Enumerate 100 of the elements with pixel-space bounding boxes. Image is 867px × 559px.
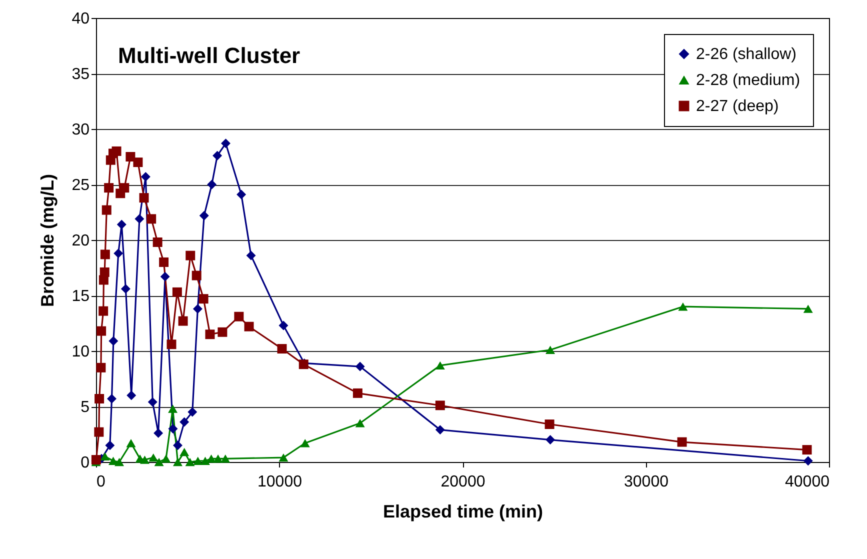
point	[96, 362, 106, 372]
y-tick-label: 25	[72, 177, 90, 194]
point	[159, 257, 169, 267]
point	[546, 435, 556, 445]
point	[352, 388, 362, 398]
point	[133, 158, 143, 168]
y-tick-label: 0	[80, 454, 90, 472]
point	[244, 322, 254, 332]
point	[140, 172, 150, 182]
point	[98, 306, 108, 316]
point	[146, 214, 156, 224]
point	[148, 397, 158, 407]
y-axis-title: Bromide (mg/L)	[38, 174, 58, 307]
point	[198, 294, 208, 304]
point	[234, 312, 244, 322]
y-tick-label: 20	[72, 232, 90, 250]
point	[278, 320, 288, 330]
text: Multi-well Cluster	[118, 43, 301, 68]
point	[180, 448, 190, 456]
point	[120, 183, 130, 193]
point	[100, 250, 110, 260]
point	[94, 427, 104, 437]
point	[220, 454, 230, 463]
point	[803, 456, 813, 466]
point	[193, 456, 203, 465]
point	[172, 458, 182, 466]
point	[114, 248, 124, 258]
point	[199, 210, 209, 220]
point	[107, 394, 117, 404]
point	[277, 344, 287, 354]
point	[677, 437, 687, 447]
point	[300, 439, 310, 448]
point	[206, 454, 216, 463]
point	[355, 362, 365, 372]
point	[213, 454, 223, 463]
point	[218, 327, 228, 337]
y-tick-label: 5	[80, 399, 90, 416]
point	[148, 453, 158, 462]
point	[126, 390, 136, 400]
x-tick-label: 10000	[258, 474, 302, 490]
x-axis-title: Elapsed time (min)	[382, 502, 544, 522]
point	[112, 146, 122, 156]
y-tick-label: 35	[72, 66, 90, 83]
point	[207, 180, 217, 190]
point	[100, 267, 110, 277]
point	[186, 250, 196, 260]
point	[105, 440, 115, 450]
point	[435, 361, 445, 370]
point	[205, 330, 215, 340]
point	[544, 420, 554, 430]
point	[134, 214, 144, 224]
point	[355, 419, 365, 428]
x-tick-label: 20000	[440, 474, 486, 490]
x-tick-label: 40000	[785, 474, 830, 490]
point	[126, 152, 136, 162]
point	[108, 456, 118, 465]
point	[678, 302, 688, 311]
point	[178, 316, 188, 326]
point	[120, 284, 130, 294]
point	[154, 428, 164, 438]
point	[435, 425, 445, 435]
y-tick-label: 15	[72, 288, 90, 305]
point	[154, 458, 164, 466]
point	[168, 424, 178, 434]
point	[104, 183, 114, 193]
point	[546, 346, 556, 354]
point	[803, 304, 813, 313]
point	[802, 445, 812, 455]
legend-label: 2-26 (shallow)	[696, 46, 796, 63]
y-tick-label: 10	[72, 344, 90, 360]
point	[166, 340, 176, 350]
y-tick-label: 40	[72, 10, 90, 28]
point	[126, 439, 136, 448]
x-tick-label: 0	[96, 474, 106, 490]
point	[180, 417, 190, 427]
point	[188, 407, 198, 417]
legend-label: 2-28 (medium)	[696, 72, 800, 89]
point	[116, 220, 126, 230]
x-tick-label: 30000	[624, 474, 669, 490]
point	[185, 458, 195, 466]
point	[160, 272, 170, 282]
point	[172, 287, 182, 297]
point	[94, 394, 104, 404]
point	[172, 440, 182, 450]
point	[102, 205, 112, 215]
point	[96, 326, 106, 336]
legend-label: 2-27 (deep)	[696, 98, 779, 115]
point	[192, 304, 202, 314]
point	[278, 453, 288, 462]
point	[236, 190, 246, 200]
point	[221, 138, 230, 148]
y-tick-label: 30	[72, 122, 90, 138]
point	[100, 452, 110, 461]
point	[108, 336, 118, 346]
point	[200, 456, 210, 465]
point	[152, 237, 162, 247]
point	[192, 270, 202, 280]
point	[212, 150, 222, 160]
point	[435, 400, 445, 410]
point	[246, 250, 256, 260]
